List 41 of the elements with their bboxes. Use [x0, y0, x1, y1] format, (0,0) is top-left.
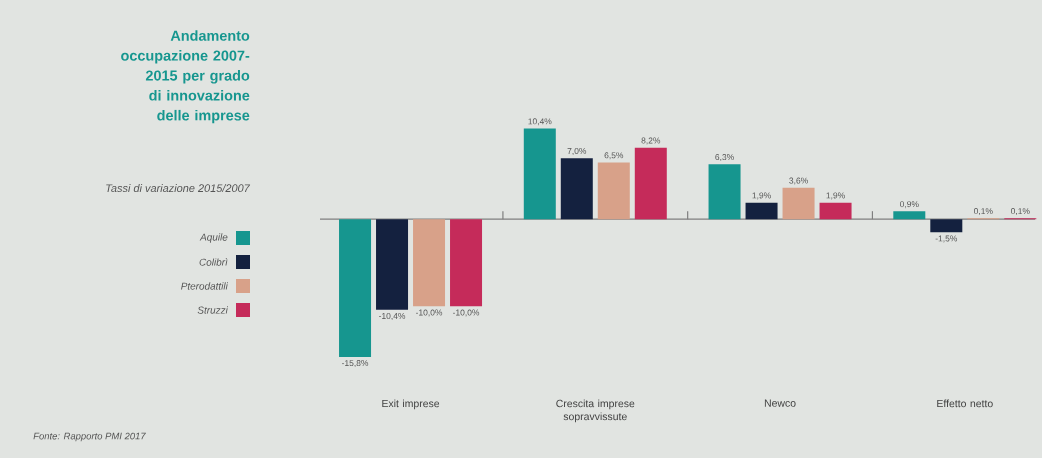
legend-label: Aquile: [199, 233, 228, 243]
data-label: -10,0%: [452, 309, 480, 317]
source-note: Fonte: Rapporto PMI 2017: [33, 432, 146, 442]
data-label: 6,3%: [715, 154, 734, 162]
data-label: -10,0%: [415, 309, 443, 317]
x-tick-label: Crescita imprese sopravvissute: [556, 399, 635, 423]
bar: [893, 211, 926, 220]
x-tick-label: Exit imprese: [382, 399, 440, 410]
data-label: -10,4%: [378, 313, 406, 321]
bar: [708, 164, 741, 220]
text: Andamento occupazione 2007-2015 per grado di innovazione delle imprese: [121, 30, 250, 124]
bar: [523, 128, 556, 220]
data-label: -15,8%: [341, 360, 369, 368]
legend-label: Struzzi: [197, 306, 229, 314]
bar: [339, 219, 372, 357]
data-label: 6,5%: [604, 152, 624, 160]
data-label: 0,9%: [899, 201, 919, 209]
bar: [819, 202, 852, 220]
data-label: -1,5%: [935, 235, 958, 243]
data-label: 7,0%: [567, 147, 587, 155]
bar: [376, 219, 409, 310]
bar: [634, 147, 667, 220]
bar: [413, 219, 446, 307]
x-tick-label: Newco: [764, 399, 796, 407]
bar: [450, 219, 483, 307]
legend-label: Pterodattili: [181, 282, 229, 290]
data-label: 0,1%: [973, 208, 993, 216]
data-label: 0,1%: [1010, 208, 1030, 216]
x-tick-label: Effetto netto: [937, 399, 993, 408]
data-label: 8,2%: [641, 137, 661, 145]
bar: [560, 158, 593, 220]
bar: [745, 202, 778, 220]
data-label: 1,9%: [826, 192, 845, 200]
data-label: 1,9%: [752, 192, 771, 200]
legend-label: Colibrì: [199, 258, 228, 266]
bar: [782, 187, 815, 220]
text: Tassi di variazione 2015/2007: [106, 183, 251, 193]
data-label: 3,6%: [789, 177, 808, 185]
bar: [930, 219, 963, 233]
data-label: 10,4%: [528, 118, 552, 126]
bar: [597, 162, 630, 220]
